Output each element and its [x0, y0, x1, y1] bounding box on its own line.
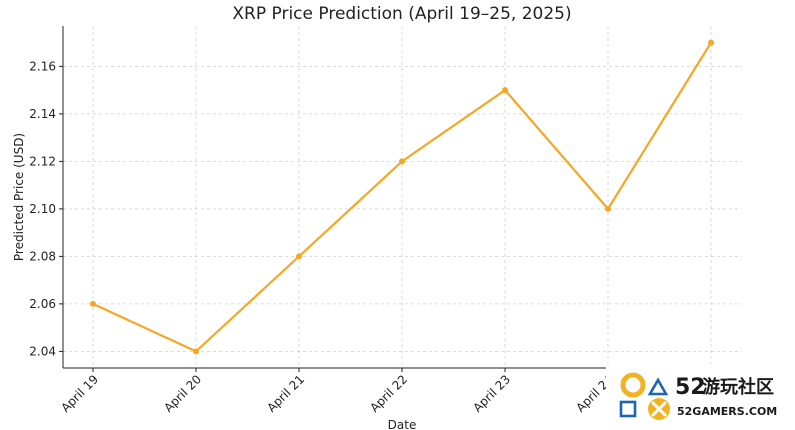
watermark-cn-text: 游玩社区 — [702, 376, 774, 398]
data-point — [605, 205, 611, 212]
data-point — [193, 348, 199, 355]
x-tick-label: April 20 — [161, 372, 204, 415]
data-point — [502, 87, 508, 94]
y-tick-label: 2.14 — [29, 107, 56, 121]
data-point — [296, 253, 302, 260]
grid — [63, 26, 742, 368]
x-axis-label: Date — [388, 418, 417, 430]
x-tick-label: April 19 — [58, 372, 101, 415]
series — [90, 39, 714, 355]
triangle-icon — [647, 377, 669, 396]
data-point — [90, 300, 96, 307]
watermark-number: 52 — [675, 375, 706, 400]
y-tick-label: 2.16 — [29, 59, 56, 73]
y-tick-label: 2.12 — [29, 154, 56, 168]
cross-icon — [648, 398, 670, 420]
y-tick-label: 2.06 — [29, 297, 56, 311]
y-axis-label: Predicted Price (USD) — [12, 133, 26, 261]
y-tick-label: 2.08 — [29, 249, 56, 263]
x-tick-label: April 21 — [264, 372, 307, 415]
data-point — [399, 158, 405, 165]
x-tick-label: April 23 — [470, 372, 513, 415]
x-tick-label: April 22 — [367, 372, 410, 415]
y-tick-label: 2.10 — [29, 202, 56, 216]
y-ticks: 2.04 2.06 2.08 2.10 2.12 2.14 2.16 — [29, 59, 63, 358]
square-icon — [619, 400, 637, 418]
y-tick-label: 2.04 — [29, 344, 56, 358]
watermark-site: 52GAMERS.COM — [677, 405, 777, 418]
data-point — [708, 39, 714, 46]
watermark: 52 游玩社区 52GAMERS.COM — [606, 364, 795, 430]
circle-icon — [620, 372, 646, 398]
chart-title: XRP Price Prediction (April 19–25, 2025) — [232, 4, 571, 24]
